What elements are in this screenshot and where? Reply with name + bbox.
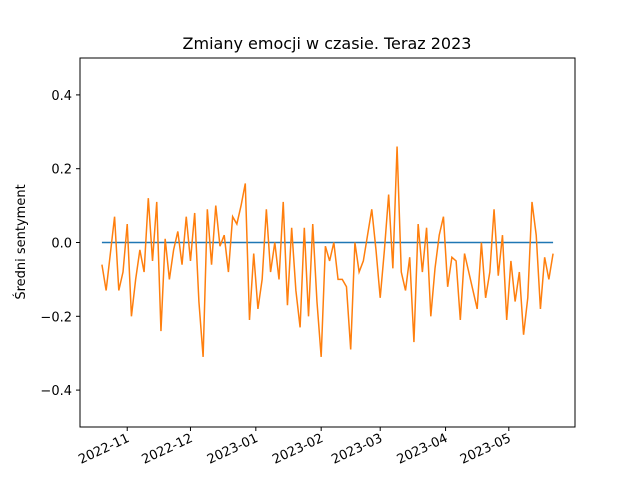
y-axis-label: Średni sentyment	[13, 184, 29, 299]
y-tick-label: 0.2	[51, 163, 72, 178]
y-tick-label: 0.4	[51, 89, 72, 104]
series-line	[101, 146, 554, 357]
y-tick-label: −0.2	[40, 310, 72, 325]
y-tick-label: −0.4	[40, 384, 72, 399]
chart-title: Zmiany emocji w czasie. Teraz 2023	[183, 34, 472, 53]
y-tick-label: 0.0	[51, 237, 72, 252]
